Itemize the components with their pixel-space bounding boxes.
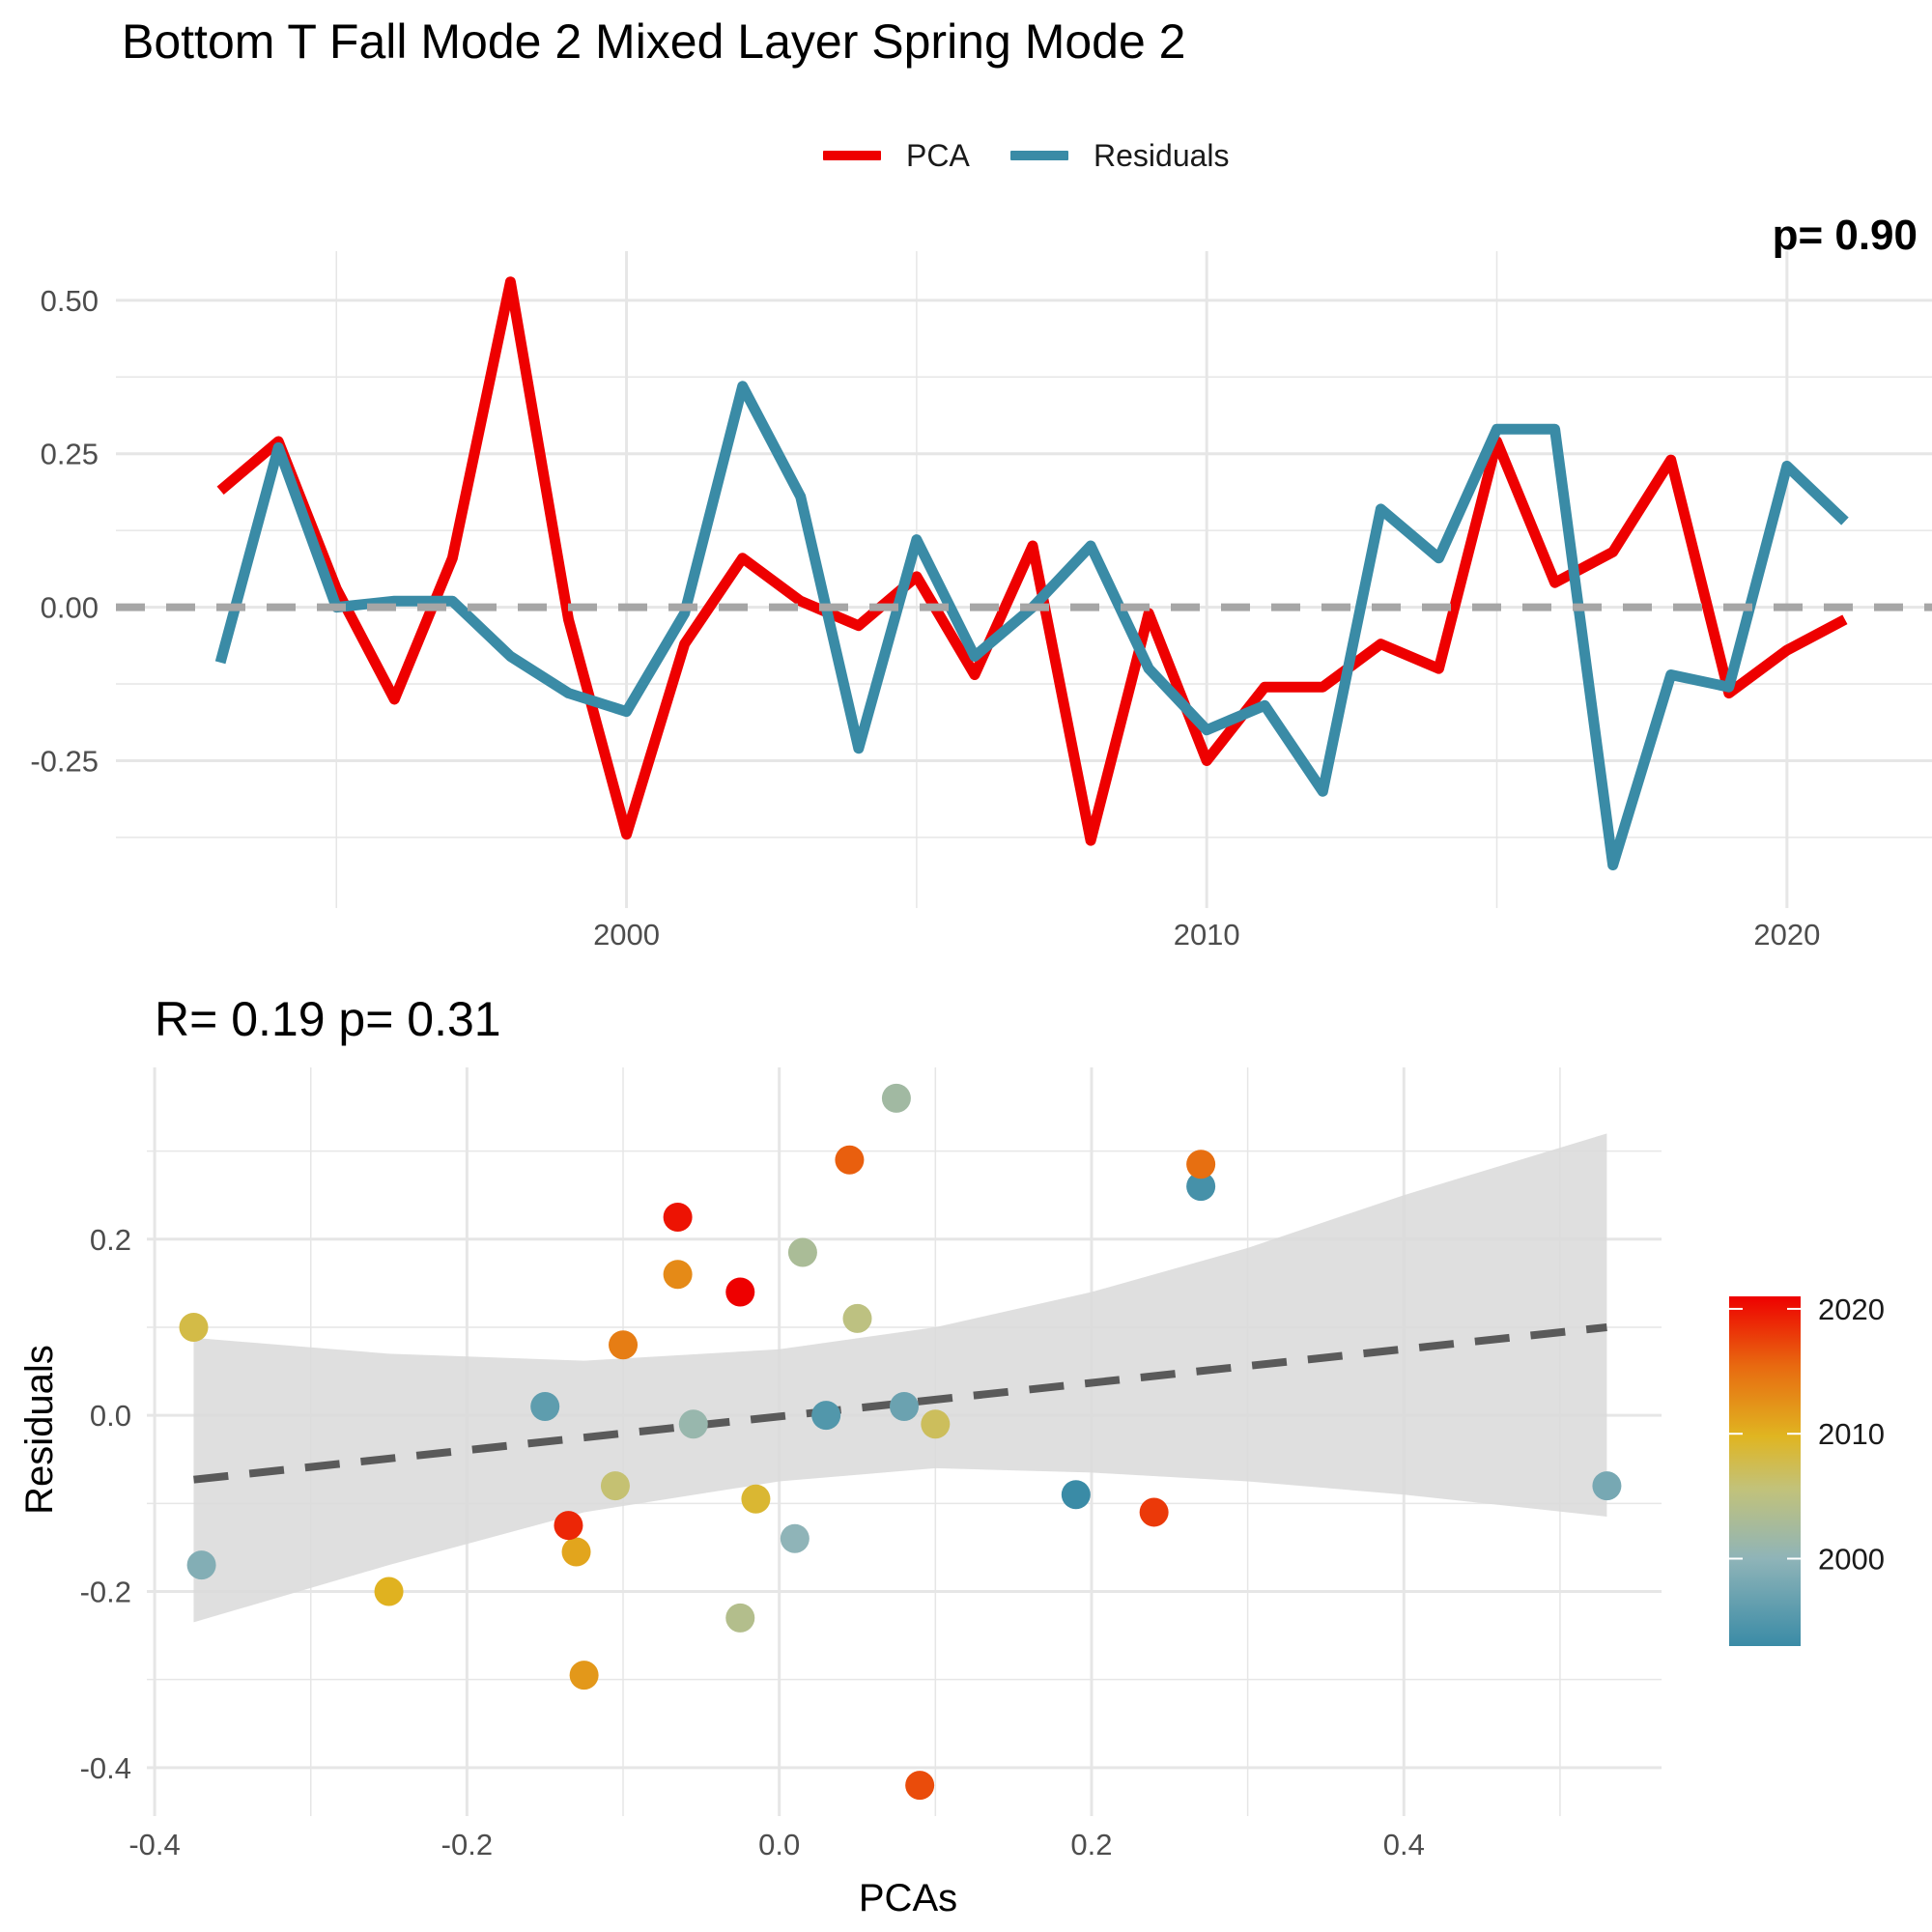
x-tick-label: 0.4 — [1383, 1828, 1425, 1861]
scatter-points — [179, 1083, 1622, 1801]
scatter-title: R= 0.19 p= 0.31 — [155, 992, 501, 1046]
scatter-y-axis-label: Residuals — [18, 1345, 61, 1515]
x-tick-label: -0.4 — [128, 1828, 180, 1861]
legend-label-pca: PCA — [906, 137, 970, 173]
scatter-point — [835, 1145, 865, 1175]
legend-item-residuals: Residuals — [1010, 131, 1230, 180]
scatter-point — [890, 1392, 919, 1422]
scatter-point — [561, 1537, 591, 1567]
colorbar-tick-label: 2020 — [1818, 1293, 1885, 1326]
scatter-point — [530, 1392, 560, 1422]
regression-fit-line — [193, 1322, 1607, 1484]
y-tick-label: 0.25 — [41, 438, 99, 471]
timeseries-corner-annotation: p= 0.90 — [1773, 212, 1918, 259]
y-tick-label: 0.50 — [41, 284, 99, 318]
scatter-point — [663, 1203, 693, 1232]
scatter-point — [811, 1401, 841, 1431]
y-tick-label: 0.00 — [41, 591, 99, 625]
legend-item-pca: PCA — [823, 131, 970, 180]
x-tick-label: 2010 — [1174, 918, 1240, 952]
scatter-point — [881, 1083, 911, 1113]
scatter-point — [569, 1661, 599, 1690]
y-tick-label: 0.0 — [90, 1399, 131, 1433]
regression-line — [193, 1322, 1607, 1484]
scatter-point — [1139, 1497, 1169, 1527]
colorbar-tick-label: 2010 — [1818, 1417, 1885, 1451]
scatter-point — [725, 1277, 755, 1307]
x-tick-label: -0.2 — [441, 1828, 493, 1861]
scatter-point — [663, 1260, 693, 1290]
scatter-point — [1186, 1172, 1216, 1202]
x-tick-label: 2020 — [1753, 918, 1820, 952]
scatter-point — [842, 1303, 872, 1333]
legend-label-residuals: Residuals — [1094, 137, 1230, 173]
chart-title: Bottom T Fall Mode 2 Mixed Layer Spring … — [122, 14, 1186, 69]
scatter-point — [787, 1237, 817, 1267]
timeseries-panel: -0.25 0.00 0.25 0.50 2000 2010 2020 p= 0.90 — [30, 212, 1932, 952]
legend-key-pca — [823, 151, 881, 160]
x-tick-label: 0.0 — [758, 1828, 800, 1861]
timeseries-lines — [116, 276, 1932, 871]
scatter-point — [1061, 1480, 1091, 1510]
scatter-point — [678, 1409, 708, 1439]
year-colorbar: 2000 2010 2020 — [1729, 1293, 1885, 1646]
scatter-point — [179, 1312, 209, 1342]
scatter-point — [609, 1330, 639, 1360]
legend: PCA Residuals — [0, 131, 1932, 180]
residuals-line — [214, 381, 1849, 871]
scatter-point — [905, 1771, 935, 1801]
colorbar-tick-label: 2000 — [1818, 1543, 1885, 1577]
scatter-point — [186, 1550, 216, 1580]
x-tick-label: 2000 — [593, 918, 660, 952]
scatter-x-axis-label: PCAs — [859, 1877, 957, 1919]
scatter-point — [780, 1523, 810, 1553]
scatter-point — [741, 1484, 771, 1514]
y-tick-label: -0.4 — [80, 1751, 131, 1785]
timeseries-grid — [116, 251, 1932, 908]
scatter-point — [1592, 1471, 1622, 1501]
colorbar-ticks: 2000 2010 2020 — [1729, 1293, 1885, 1577]
x-tick-label: 0.2 — [1070, 1828, 1112, 1861]
legend-key-residuals — [1010, 151, 1068, 160]
scatter-point — [921, 1409, 951, 1439]
scatter-panel: R= 0.19 p= 0.31 -0.4 -0.2 0.0 0.2 -0.4 -0.2 0… — [18, 992, 1662, 1919]
y-tick-label: 0.2 — [90, 1223, 131, 1257]
timeseries-y-tick-labels: -0.25 0.00 0.25 0.50 — [30, 284, 99, 779]
scatter-y-tick-labels: -0.4 -0.2 0.0 0.2 — [80, 1223, 131, 1785]
scatter-x-tick-labels: -0.4 -0.2 0.0 0.2 0.4 — [128, 1828, 1424, 1861]
confidence-band-area — [193, 1133, 1607, 1623]
scatter-point — [725, 1603, 755, 1633]
scatter-point — [554, 1511, 583, 1541]
scatter-point — [1186, 1150, 1216, 1179]
scatter-point — [374, 1577, 404, 1606]
y-tick-label: -0.25 — [30, 744, 99, 778]
colorbar-gradient — [1729, 1296, 1801, 1646]
scatter-point — [600, 1471, 630, 1501]
y-tick-label: -0.2 — [80, 1576, 131, 1609]
timeseries-x-tick-labels: 2000 2010 2020 — [593, 918, 1820, 952]
confidence-band — [193, 1133, 1607, 1623]
